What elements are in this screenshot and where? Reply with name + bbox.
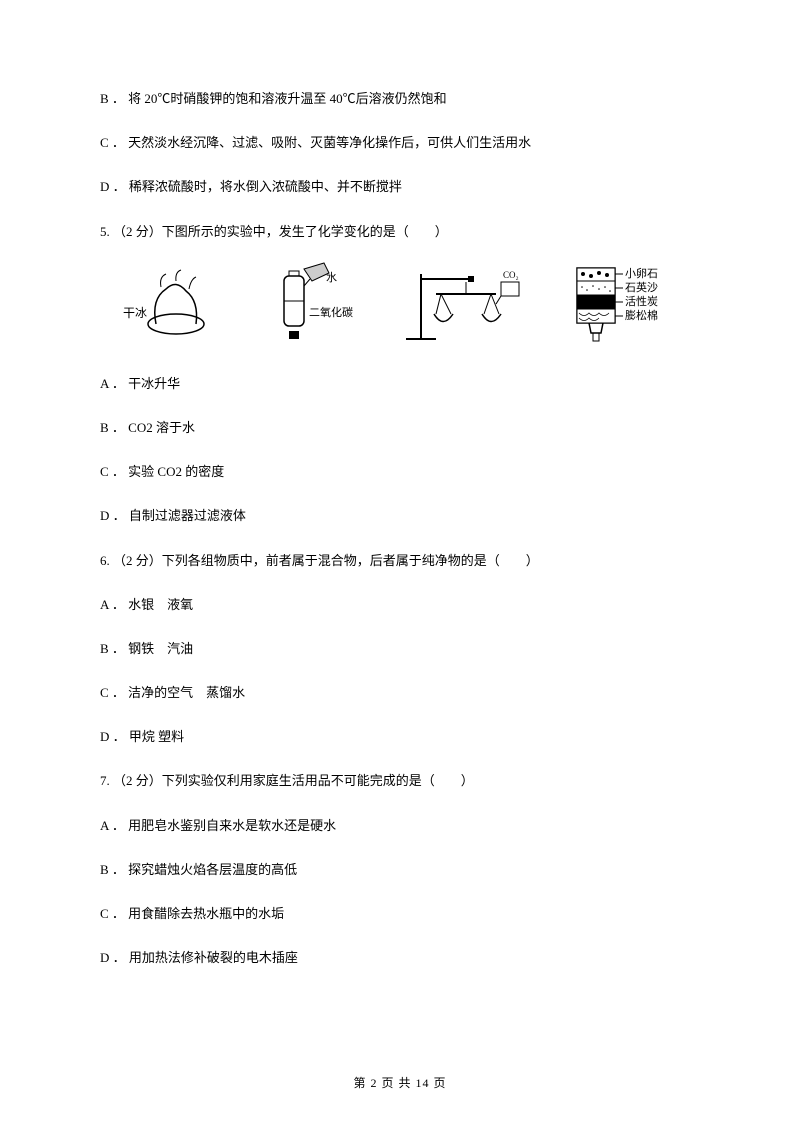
q7-option-b: B ． 探究蜡烛火焰各层温度的高低 xyxy=(100,861,700,879)
fig-dry-ice: 干冰 xyxy=(121,269,211,339)
option-c-prev: C ． 天然淡水经沉降、过滤、吸附、灭菌等净化操作后，可供人们生活用水 xyxy=(100,134,700,152)
filter-layer-1: 石英沙 xyxy=(625,280,658,294)
filter-icon: 小卵石 石英沙 活性炭 膨松棉 xyxy=(569,263,679,345)
fig-co2-water: 水 二氧化碳 xyxy=(254,261,354,346)
q7-option-c: C ． 用食醋除去热水瓶中的水垢 xyxy=(100,905,700,923)
q7-option-a: A ． 用肥皂水鉴别自来水是软水还是硬水 xyxy=(100,817,700,835)
q6-option-a: A ． 水银 液氧 xyxy=(100,596,700,614)
balance-icon: CO₂ xyxy=(396,264,526,344)
q5-option-c: C ． 实验 CO2 的密度 xyxy=(100,463,700,481)
filter-layer-0: 小卵石 xyxy=(625,267,658,280)
balance-co2-label: CO₂ xyxy=(503,270,519,280)
q5-stem: 5. （2 分）下图所示的实验中，发生了化学变化的是（ ） xyxy=(100,223,700,241)
q6-option-b: B ． 钢铁 汽油 xyxy=(100,640,700,658)
q5-option-d: D ． 自制过滤器过滤液体 xyxy=(100,507,700,525)
dry-ice-icon: 干冰 xyxy=(121,269,211,339)
water-label: 水 xyxy=(326,271,337,284)
q5-option-b: B ． CO2 溶于水 xyxy=(100,419,700,437)
page-footer: 第 2 页 共 14 页 xyxy=(0,1075,800,1092)
q6-option-c: C ． 洁净的空气 蒸馏水 xyxy=(100,684,700,702)
q6-option-d: D ． 甲烷 塑料 xyxy=(100,728,700,746)
q5-option-a: A ． 干冰升华 xyxy=(100,375,700,393)
q7-option-d: D ． 用加热法修补破裂的电木插座 xyxy=(100,949,700,967)
q6-stem: 6. （2 分）下列各组物质中，前者属于混合物，后者属于纯净物的是（ ） xyxy=(100,552,700,570)
co2-bottle-label: 二氧化碳 xyxy=(309,305,353,319)
filter-layer-3: 膨松棉 xyxy=(625,308,658,322)
fig-filter: 小卵石 石英沙 活性炭 膨松棉 xyxy=(569,263,679,345)
option-b-prev: B ． 将 20℃时硝酸钾的饱和溶液升温至 40℃后溶液仍然饱和 xyxy=(100,90,700,108)
q5-figure-row: 干冰 水 二氧化碳 xyxy=(100,259,700,349)
co2-bottle-icon: 水 二氧化碳 xyxy=(254,261,354,346)
fig-balance: CO₂ xyxy=(396,264,526,344)
filter-layer-2: 活性炭 xyxy=(625,294,658,308)
dry-ice-label: 干冰 xyxy=(123,306,147,320)
q7-stem: 7. （2 分）下列实验仅利用家庭生活用品不可能完成的是（ ） xyxy=(100,772,700,790)
option-d-prev: D ． 稀释浓硫酸时，将水倒入浓硫酸中、并不断搅拌 xyxy=(100,178,700,196)
